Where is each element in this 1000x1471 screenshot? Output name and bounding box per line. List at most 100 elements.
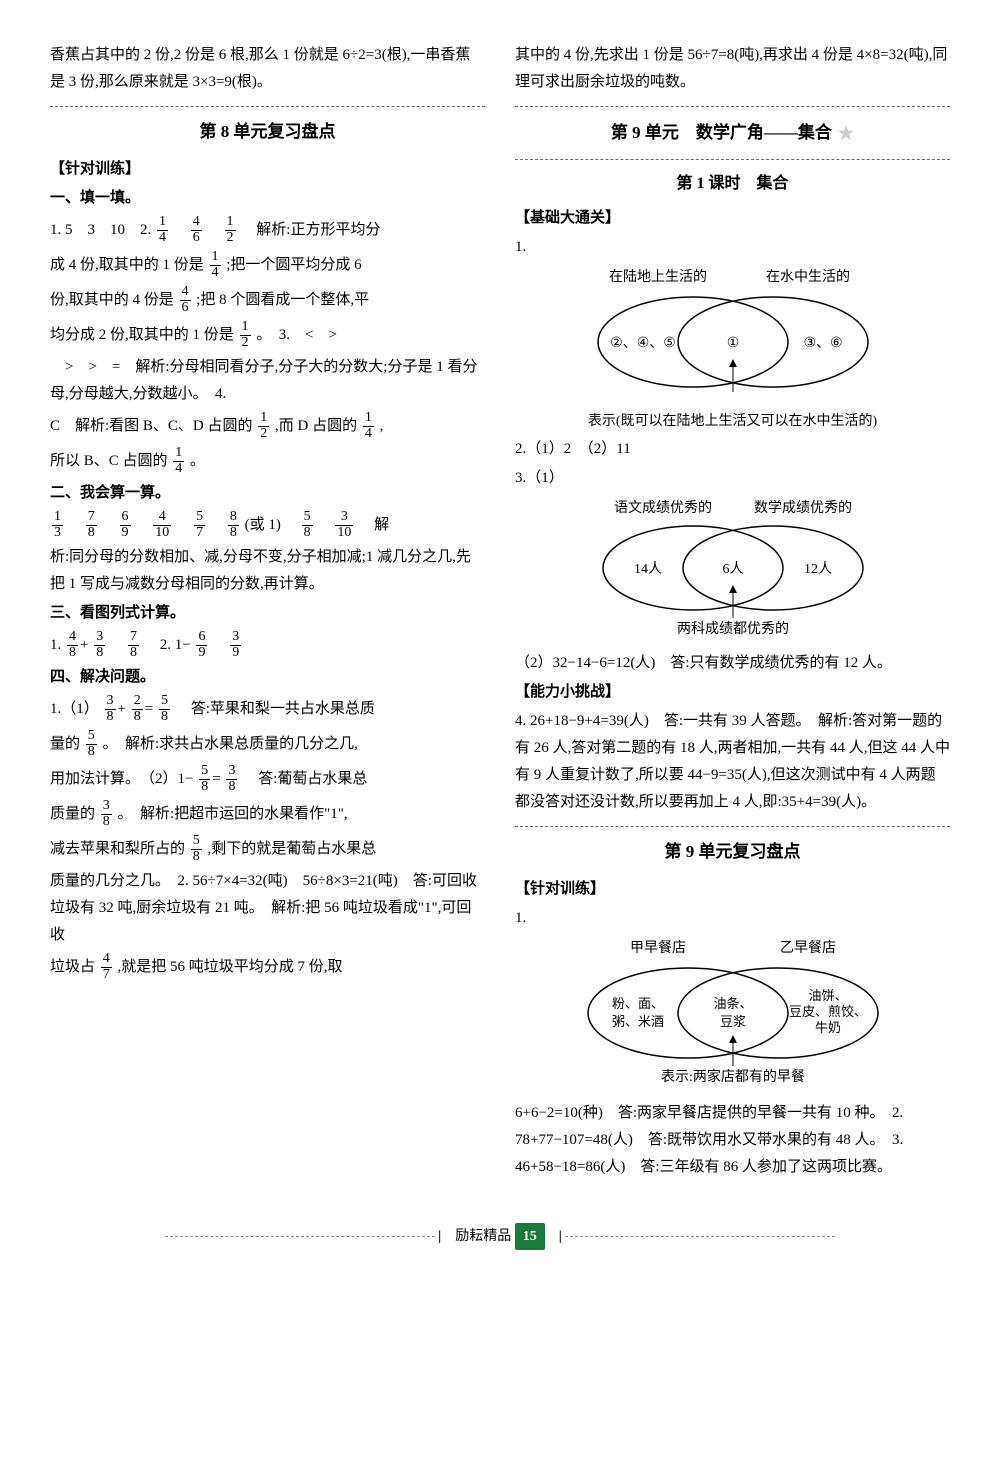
q1-line2: 成 4 份,取其中的 1 份是 14 ;把一个圆平均分成 6 (50, 249, 485, 282)
text: 质量的 (50, 806, 95, 822)
frac-1-2: 12 (225, 215, 236, 245)
venn3-left-title: 甲早餐店 (630, 940, 686, 956)
venn2-mid: 6人 (722, 561, 743, 577)
frac-6-9: 69 (196, 630, 207, 660)
q4-d: 质量的 38 。 解析:把超市运回的水果看作"1", (50, 798, 485, 831)
venn3-caption: 表示:两家店都有的早餐 (661, 1068, 805, 1085)
text: ,而 D 占圆的 (275, 418, 357, 434)
frac-5-8: 58 (86, 729, 97, 759)
frac-1-3: 13 (52, 510, 63, 540)
frac-3-10: 310 (335, 510, 353, 540)
text: ,剩下的就是葡萄占水果总 (208, 841, 377, 857)
q1-line4: 均分成 2 份,取其中的 1 份是 12 。 3. < > (50, 319, 485, 352)
q4: 4. 26+18−9+4=39(人) 答:一共有 39 人答题。 解析:答对第一… (515, 708, 950, 816)
q1-line7: 所以 B、C 占圆的 14 。 (50, 445, 485, 478)
svg-text:油饼、: 油饼、 (808, 988, 847, 1003)
q1-label: 1. (515, 234, 950, 261)
venn-diagram-3: 甲早餐店 乙早餐店 粉、面、 粥、米酒 油条、 豆浆 油饼、 豆皮、煎饺、 牛奶… (515, 938, 950, 1098)
frac-1-4: 14 (157, 215, 168, 245)
text: 1. (50, 637, 65, 653)
text: (或 1) (245, 517, 296, 533)
calc-expl: 析:同分母的分数相加、减,分母不变,分子相加减;1 减几分之几,先把 1 写成与… (50, 544, 485, 598)
text: ;把 8 个圆看成一个整体,平 (196, 292, 369, 308)
unit8-title: 第 8 单元复习盘点 (50, 117, 485, 148)
venn1-left-title: 在陆地上生活的 (609, 269, 707, 285)
train-label: 【针对训练】 (50, 156, 485, 183)
text: 均分成 2 份,取其中的 1 份是 (50, 327, 234, 343)
frac-4-6: 46 (191, 215, 202, 245)
q4-f: 质量的几分之几。 2. 56÷7×4=32(吨) 56÷8×3=21(吨) 答:… (50, 868, 485, 949)
heading-3: 三、看图列式计算。 (50, 600, 485, 627)
venn1-left: ②、④、⑤ (610, 336, 676, 351)
q4-b: 量的 58 。 解析:求共占水果总质量的几分之几, (50, 728, 485, 761)
rq1: 1. (515, 905, 950, 932)
text: ;把一个圆平均分成 6 (226, 257, 361, 273)
venn1-right: ③、⑥ (803, 336, 842, 351)
text: ,就是把 56 吨垃圾平均分成 7 份,取 (118, 959, 343, 975)
frac-6-9: 69 (120, 510, 131, 540)
text: 减去苹果和梨所占的 (50, 841, 185, 857)
page-number: 15 (515, 1223, 545, 1250)
svg-text:油条、: 油条、 (713, 996, 752, 1011)
text: C 解析:看图 B、C、D 占圆的 (50, 418, 253, 434)
divider (50, 106, 485, 107)
text: 用加法计算。 （2）1− (50, 771, 193, 787)
frac-4-6: 46 (180, 285, 191, 315)
unit9-title: 第 9 单元 数学广角——集合 ★ (515, 117, 950, 149)
unit9-review-title: 第 9 单元复习盘点 (515, 837, 950, 868)
venn1-mid: ① (726, 336, 739, 351)
intro-text: 香蕉占其中的 2 份,2 份是 6 根,那么 1 份就是 6÷2=3(根),一串… (50, 42, 485, 96)
text: 。 3. < > (256, 327, 337, 343)
svg-text:豆浆: 豆浆 (719, 1014, 745, 1029)
venn2-right-title: 数学成绩优秀的 (754, 500, 852, 516)
frac-3-8: 38 (94, 630, 105, 660)
right-column: 其中的 4 份,先求出 1 份是 56÷7=8(吨),再求出 4 份是 4×8=… (515, 40, 950, 1183)
base-label: 【基础大通关】 (515, 205, 950, 232)
svg-text:牛奶: 牛奶 (814, 1020, 840, 1035)
lesson-1-title: 第 1 课时 集合 (515, 170, 950, 199)
footer-brand: 励耘精品 (455, 1229, 511, 1244)
frac-7-8: 78 (128, 630, 139, 660)
text: 答:苹果和梨一共占水果总质 (176, 701, 375, 717)
q1-line6: C 解析:看图 B、C、D 占圆的 12 ,而 D 占圆的 14 , (50, 410, 485, 443)
challenge-label: 【能力小挑战】 (515, 679, 950, 706)
frac-3-8: 38 (226, 764, 237, 794)
text: 2. 1− (145, 637, 191, 653)
frac-5-8: 58 (302, 510, 313, 540)
text: 答:葡萄占水果总 (243, 771, 367, 787)
frac-4-10: 410 (153, 510, 171, 540)
frac-4-8: 48 (67, 630, 78, 660)
svg-text:粥、米酒: 粥、米酒 (611, 1014, 663, 1029)
q4-e: 减去苹果和梨所占的 58 ,剩下的就是葡萄占水果总 (50, 833, 485, 866)
text: 。 解析:求共占水果总质量的几分之几, (103, 736, 358, 752)
frac-5-8: 58 (159, 694, 170, 724)
star-icon: ★ (838, 117, 854, 149)
left-column: 香蕉占其中的 2 份,2 份是 6 根,那么 1 份就是 6÷2=3(根),一串… (50, 40, 485, 1183)
q3b: （2）32−14−6=12(人) 答:只有数学成绩优秀的有 12 人。 (515, 650, 950, 677)
venn1-right-title: 在水中生活的 (766, 269, 850, 285)
heading-4: 四、解决问题。 (50, 664, 485, 691)
text: 所以 B、C 占圆的 (50, 453, 168, 469)
divider (515, 106, 950, 107)
q4-a: 1.（1） 38+ 28= 58 答:苹果和梨一共占水果总质 (50, 693, 485, 726)
frac-5-7: 57 (194, 510, 205, 540)
venn2-right: 12人 (804, 561, 832, 577)
q1-line1: 1. 5 3 10 2. 14 46 12 解析:正方形平均分 (50, 214, 485, 247)
text: 垃圾占 (50, 959, 95, 975)
text: 。 解析:把超市运回的水果看作"1", (118, 806, 348, 822)
divider (515, 826, 950, 827)
frac-3-8: 38 (101, 799, 112, 829)
page-footer: | 励耘精品 15 | (50, 1223, 950, 1250)
q4-c: 用加法计算。 （2）1− 58= 38 答:葡萄占水果总 (50, 763, 485, 796)
q1-line3: 份,取其中的 4 份是 46 ;把 8 个圆看成一个整体,平 (50, 284, 485, 317)
q2: 2.（1）2 （2）11 (515, 436, 950, 463)
heading-1: 一、填一填。 (50, 185, 485, 212)
frac-3-9: 39 (230, 630, 241, 660)
frac-5-8: 58 (199, 764, 210, 794)
venn-diagram-2: 语文成绩优秀的 数学成绩优秀的 14人 6人 12人 两科成绩都优秀的 (515, 498, 950, 648)
venn1-caption: 表示(既可以在陆地上生活又可以在水中生活的) (515, 409, 950, 434)
svg-text:豆皮、煎饺、: 豆皮、煎饺、 (788, 1004, 866, 1019)
frac-1-4: 14 (363, 411, 374, 441)
q4-g: 垃圾占 47 ,就是把 56 吨垃圾平均分成 7 份,取 (50, 951, 485, 984)
train-label-2: 【针对训练】 (515, 876, 950, 903)
